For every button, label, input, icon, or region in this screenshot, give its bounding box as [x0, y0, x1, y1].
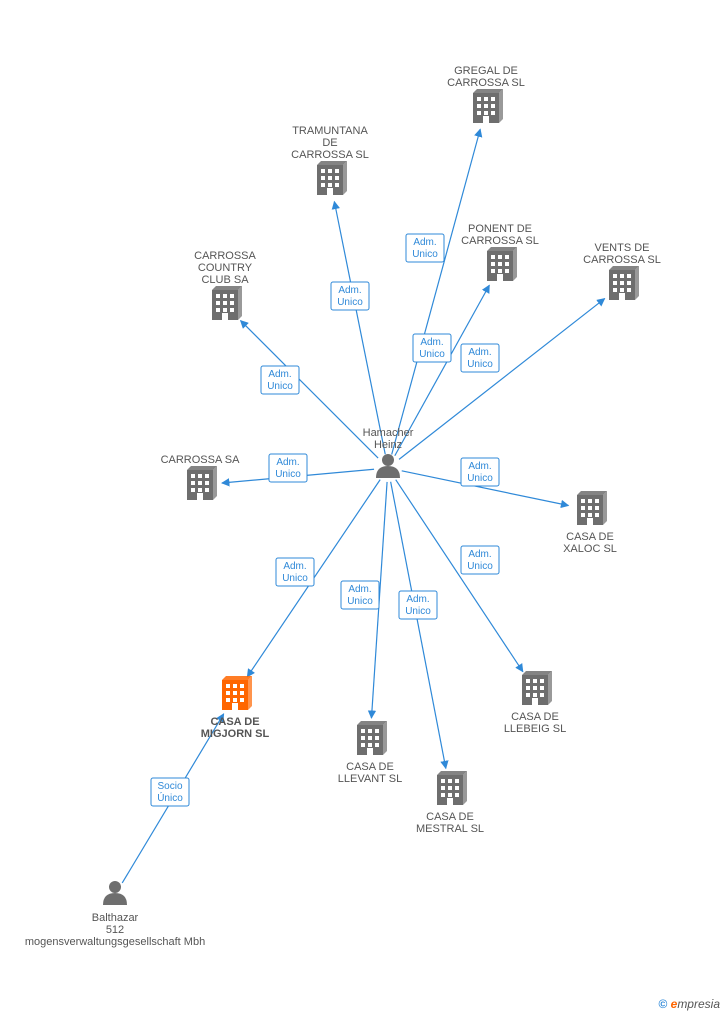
nodes-layer: HamacherHeinzGREGAL DECARROSSA SLTRAMUNT…	[25, 65, 661, 948]
edge-label-migjorn: SocioÚnico	[151, 778, 189, 806]
company-label: CARROSSA SL	[291, 149, 369, 161]
company-node-xaloc[interactable]: CASA DEXALOC SL	[563, 491, 617, 555]
company-label: CASA DE	[210, 716, 259, 728]
edge-label-text: Unico	[347, 596, 373, 607]
company-label: CARROSSA SA	[161, 454, 241, 466]
secondary-person-label: 512	[106, 924, 124, 936]
central-person-label: Hamacher	[363, 427, 414, 439]
company-label: CASA DE	[566, 531, 614, 543]
edge-label-text: Unico	[267, 381, 293, 392]
company-node-vents[interactable]: VENTS DECARROSSA SL	[583, 242, 661, 300]
edge-label-text: Adm.	[276, 457, 299, 468]
edge-label-llebeig: Adm.Unico	[461, 546, 499, 574]
edge-label-llevant: Adm.Unico	[341, 581, 379, 609]
edge-label-text: Unico	[419, 349, 445, 360]
central-person-icon[interactable]	[376, 466, 400, 478]
edge-label-text: Unico	[337, 297, 363, 308]
secondary-person-label: mogensverwaltungsgesellschaft Mbh	[25, 936, 205, 948]
company-label: COUNTRY	[198, 262, 253, 274]
secondary-person-node[interactable]: Balthazar512mogensverwaltungsgesellschaf…	[25, 881, 205, 948]
edge-label-text: Unico	[467, 561, 493, 572]
company-label: DE	[322, 137, 337, 149]
company-label: CASA DE	[426, 811, 474, 823]
edge-label-text: Adm.	[348, 584, 371, 595]
edge-label-vents: Adm.Unico	[461, 344, 499, 372]
edge-label-text: Unico	[467, 359, 493, 370]
edge-label-gregal: Adm.Unico	[406, 234, 444, 262]
edge-label-text: Adm.	[283, 561, 306, 572]
company-label: CLUB SA	[201, 274, 249, 286]
edge-label-migjorn: Adm.Unico	[276, 558, 314, 586]
copyright-symbol: ©	[658, 997, 667, 1011]
edge-label-xaloc: Adm.Unico	[461, 458, 499, 486]
edge-label-carrossa_sa: Adm.Unico	[269, 454, 307, 482]
edge-label-text: Adm.	[268, 369, 291, 380]
edge-hamacher-vents	[399, 299, 605, 460]
edge-label-text: Socio	[157, 781, 182, 792]
edge-labels-layer: Adm.UnicoAdm.UnicoAdm.UnicoAdm.UnicoAdm.…	[151, 234, 499, 806]
edge-hamacher-mestral	[391, 482, 446, 769]
central-person-node[interactable]: HamacherHeinz	[363, 427, 414, 466]
edge-label-text: Adm.	[420, 337, 443, 348]
edge-label-text: Unico	[275, 469, 301, 480]
edge-label-text: Único	[157, 791, 183, 804]
company-label: LLEBEIG SL	[504, 723, 566, 735]
secondary-person-icon[interactable]	[103, 893, 127, 905]
company-label: CASA DE	[511, 711, 559, 723]
edge-hamacher-tramuntana	[334, 202, 385, 455]
company-node-carrossa_cc[interactable]: CARROSSACOUNTRYCLUB SA	[194, 250, 256, 320]
edge-label-mestral: Adm.Unico	[399, 591, 437, 619]
central-person-label: Heinz	[374, 439, 402, 451]
company-label: PONENT DE	[468, 223, 532, 235]
edge-label-text: Adm.	[468, 549, 491, 560]
company-node-migjorn[interactable]: CASA DEMIGJORN SL	[201, 676, 270, 740]
company-node-llevant[interactable]: CASA DELLEVANT SL	[338, 721, 402, 785]
edge-hamacher-llebeig	[396, 480, 523, 672]
company-label: CARROSSA SL	[583, 254, 661, 266]
company-label: CARROSSA	[194, 250, 256, 262]
edge-label-carrossa_cc: Adm.Unico	[261, 366, 299, 394]
company-node-tramuntana[interactable]: TRAMUNTANADECARROSSA SL	[291, 125, 369, 195]
company-node-mestral[interactable]: CASA DEMESTRAL SL	[416, 771, 484, 835]
company-label: CASA DE	[346, 761, 394, 773]
footer-credit: © empresia	[658, 997, 720, 1011]
edge-label-text: Adm.	[468, 347, 491, 358]
edge-label-text: Adm.	[406, 594, 429, 605]
company-label: LLEVANT SL	[338, 773, 402, 785]
edge-label-text: Unico	[282, 573, 308, 584]
network-diagram: Adm.UnicoAdm.UnicoAdm.UnicoAdm.UnicoAdm.…	[0, 0, 728, 1015]
edge-label-ponent: Adm.Unico	[413, 334, 451, 362]
company-label: XALOC SL	[563, 543, 617, 555]
company-node-gregal[interactable]: GREGAL DECARROSSA SL	[447, 65, 525, 123]
edge-label-text: Adm.	[338, 285, 361, 296]
company-label: GREGAL DE	[454, 65, 518, 77]
edge-label-text: Unico	[405, 606, 431, 617]
company-label: MESTRAL SL	[416, 823, 484, 835]
company-label: VENTS DE	[594, 242, 649, 254]
company-label: CARROSSA SL	[447, 77, 525, 89]
edge-label-text: Unico	[412, 249, 438, 260]
edge-label-text: Adm.	[468, 461, 491, 472]
edge-label-text: Adm.	[413, 237, 436, 248]
company-node-ponent[interactable]: PONENT DECARROSSA SL	[461, 223, 539, 281]
company-node-carrossa_sa[interactable]: CARROSSA SA	[161, 454, 241, 500]
company-node-llebeig[interactable]: CASA DELLEBEIG SL	[504, 671, 566, 735]
secondary-person-label: Balthazar	[92, 912, 139, 924]
edge-label-tramuntana: Adm.Unico	[331, 282, 369, 310]
company-label: CARROSSA SL	[461, 235, 539, 247]
company-label: TRAMUNTANA	[292, 125, 368, 137]
edge-label-text: Unico	[467, 473, 493, 484]
brand-rest: mpresia	[677, 997, 720, 1011]
company-label: MIGJORN SL	[201, 728, 270, 740]
